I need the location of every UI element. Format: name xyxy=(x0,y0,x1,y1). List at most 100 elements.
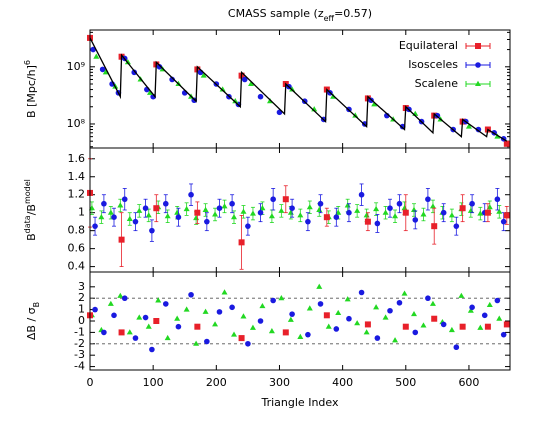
marker-square xyxy=(238,335,245,342)
y-tick-label: 1.6 xyxy=(68,152,86,165)
marker-triangle xyxy=(145,212,152,218)
y-tick-label: 3 xyxy=(78,280,85,293)
marker-square xyxy=(484,209,491,216)
marker-circle xyxy=(188,291,194,298)
marker-triangle xyxy=(344,296,351,302)
marker-circle xyxy=(412,217,419,223)
marker-square xyxy=(194,323,201,330)
marker-triangle xyxy=(193,340,200,346)
marker-circle xyxy=(121,196,128,203)
marker-square xyxy=(153,318,160,324)
marker-circle xyxy=(346,209,352,216)
marker-circle xyxy=(481,312,488,319)
marker-triangle xyxy=(382,209,389,215)
marker-circle xyxy=(305,331,311,338)
marker-triangle xyxy=(93,53,100,59)
marker-triangle xyxy=(202,206,209,212)
marker-circle xyxy=(245,223,251,229)
marker-triangle xyxy=(354,320,361,326)
marker-triangle xyxy=(363,329,370,335)
marker-circle xyxy=(257,209,264,216)
marker-circle xyxy=(204,218,210,225)
chart-title-part: =0.57) xyxy=(334,7,372,20)
marker-circle xyxy=(289,311,295,317)
marker-square xyxy=(459,323,466,330)
marker-circle xyxy=(149,346,155,353)
marker-circle xyxy=(289,205,295,212)
marker-circle xyxy=(162,301,169,307)
marker-circle xyxy=(92,223,98,229)
marker-triangle xyxy=(174,315,181,321)
marker-triangle xyxy=(249,324,256,330)
y-axis-label: Bdata/Bmodel xyxy=(23,179,38,241)
x-axis-label: Triangle Index xyxy=(261,396,339,409)
y-axis-label: ΔB / σB xyxy=(25,302,41,340)
y-tick-label: 1.4 xyxy=(68,170,86,183)
marker-triangle xyxy=(467,207,474,213)
marker-circle xyxy=(425,295,431,302)
marker-triangle xyxy=(259,302,266,309)
marker-square xyxy=(118,329,125,336)
marker-triangle xyxy=(278,295,285,301)
marker-circle xyxy=(346,315,352,322)
marker-triangle xyxy=(429,300,436,306)
marker-circle xyxy=(396,299,403,306)
marker-circle xyxy=(111,312,117,319)
marker-circle xyxy=(169,76,175,83)
legend-label: Equilateral xyxy=(399,39,458,52)
marker-triangle xyxy=(278,207,285,213)
marker-circle xyxy=(92,306,98,313)
marker-triangle xyxy=(458,292,465,298)
model-line xyxy=(89,37,508,142)
y-tick-label: -2 xyxy=(74,337,85,350)
marker-circle xyxy=(333,214,340,220)
marker-circle xyxy=(257,318,264,324)
marker-circle xyxy=(317,200,324,207)
x-tick-label: 200 xyxy=(206,376,227,389)
marker-triangle xyxy=(477,324,484,330)
marker-circle xyxy=(99,66,106,73)
x-tick-label: 300 xyxy=(269,376,290,389)
marker-circle xyxy=(358,289,365,296)
marker-triangle xyxy=(221,289,228,295)
marker-triangle xyxy=(448,212,455,218)
marker-triangle xyxy=(212,321,219,327)
marker-circle xyxy=(358,191,365,198)
marker-circle xyxy=(229,304,235,311)
marker-triangle xyxy=(240,313,247,319)
marker-square xyxy=(364,321,371,328)
marker-square xyxy=(431,223,438,230)
marker-triangle xyxy=(164,334,171,341)
y-axis-label-part: 6 xyxy=(23,60,32,65)
legend-label: Isosceles xyxy=(408,58,458,71)
marker-circle xyxy=(387,307,393,314)
y-axis-label-part: B [Mpc/h] xyxy=(25,65,38,118)
y-axis-label: B [Mpc/h]6 xyxy=(23,60,38,118)
marker-triangle xyxy=(354,207,361,213)
y-tick-label: 1.2 xyxy=(68,188,86,201)
marker-circle xyxy=(156,63,163,70)
marker-triangle xyxy=(107,209,114,215)
marker-triangle xyxy=(411,310,417,317)
y-tick-label: 2 xyxy=(78,291,85,304)
marker-circle xyxy=(412,329,419,336)
marker-triangle xyxy=(392,337,399,343)
marker-circle xyxy=(175,323,182,330)
marker-triangle xyxy=(102,69,109,75)
y-tick-label: 10⁹ xyxy=(67,60,85,73)
x-tick-label: 0 xyxy=(87,376,94,389)
marker-circle xyxy=(469,200,475,207)
chart-title-part: eff xyxy=(324,14,335,23)
y-tick-label: 0 xyxy=(78,314,85,327)
marker-triangle xyxy=(306,204,313,210)
marker-square xyxy=(194,209,201,216)
marker-triangle xyxy=(136,314,143,320)
y-axis-label-part: ΔB / σ xyxy=(25,307,38,340)
marker-triangle xyxy=(465,123,472,129)
marker-triangle xyxy=(117,292,124,298)
marker-triangle xyxy=(248,80,255,87)
marker-circle xyxy=(257,93,264,100)
marker-circle xyxy=(101,329,107,336)
marker-triangle xyxy=(325,323,332,329)
marker-triangle xyxy=(200,72,207,78)
